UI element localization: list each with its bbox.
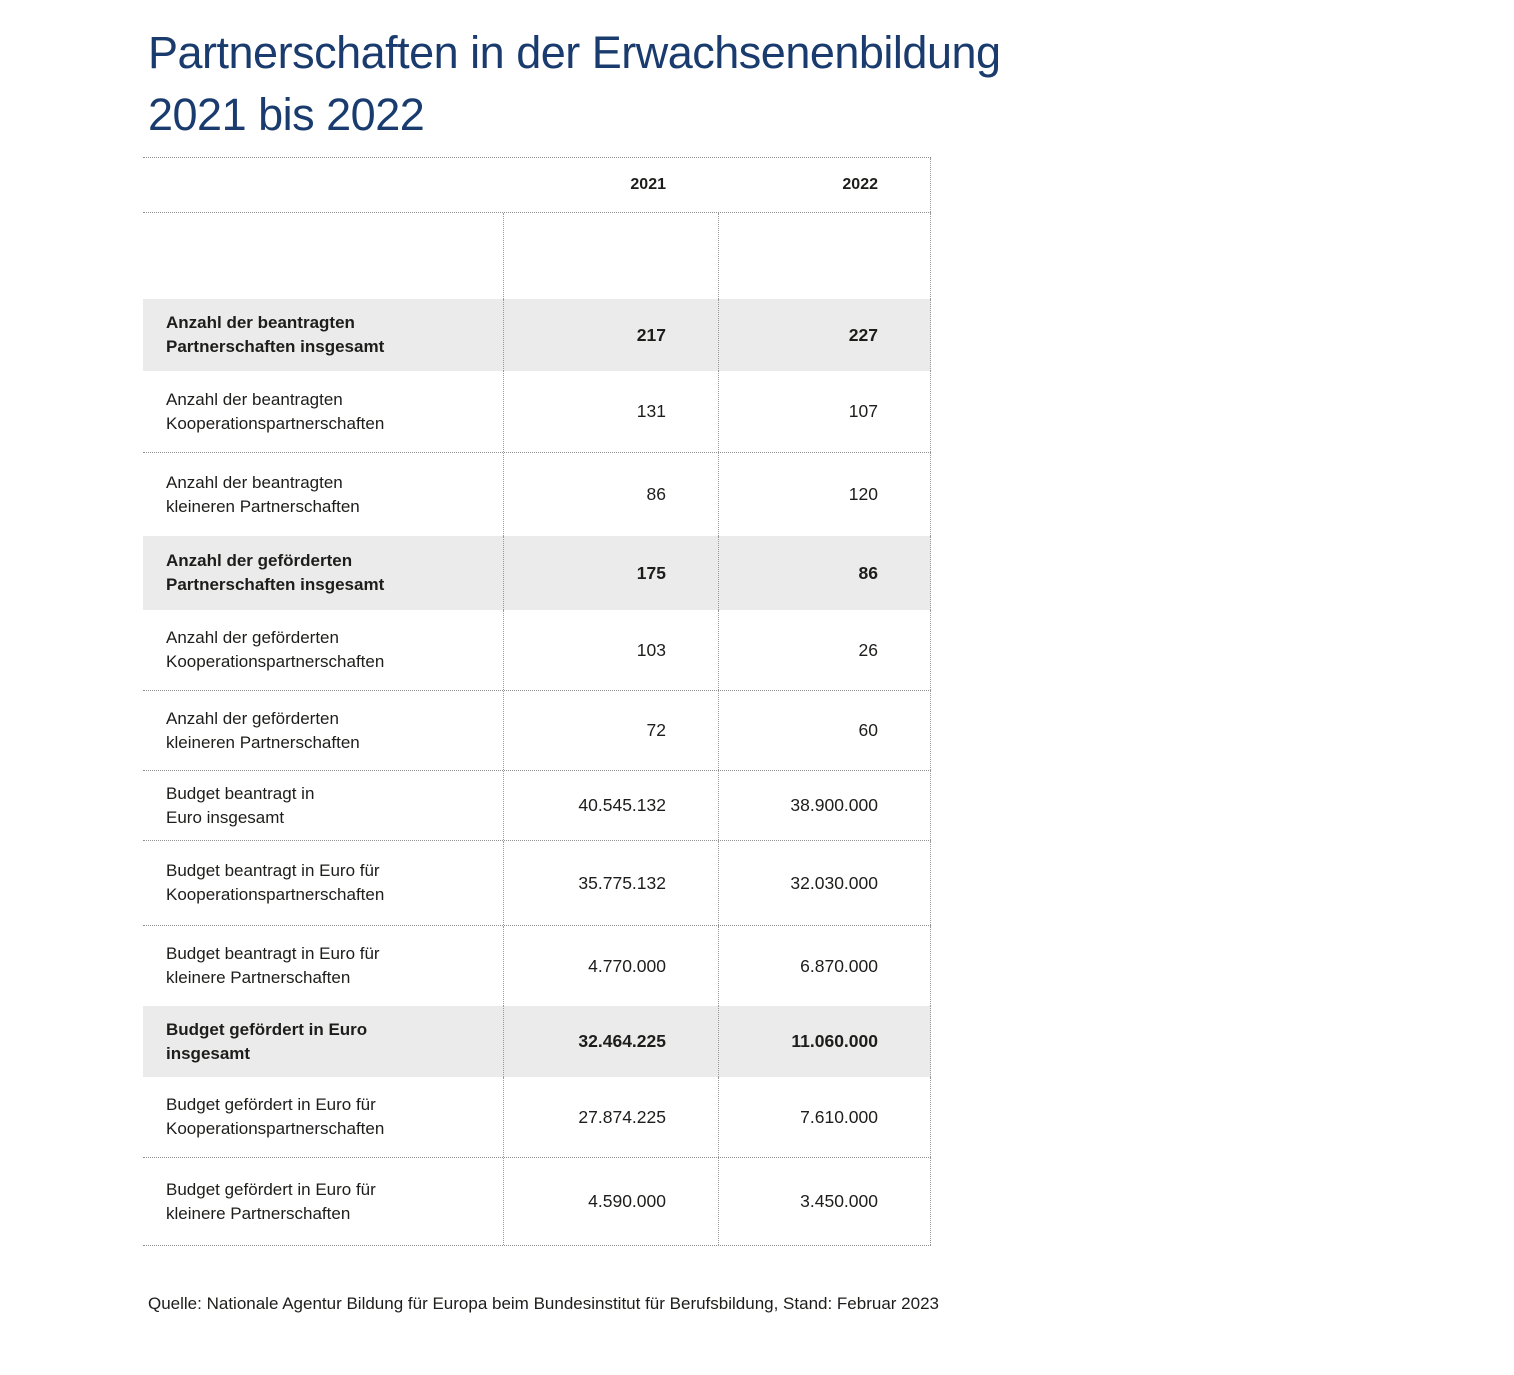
table-row: Budget beantragt in Euro für kleinere Pa… [143,926,931,1006]
value-2021: 72 [503,691,718,770]
value-2022: 26 [718,610,931,690]
row-label-line2: insgesamt [166,1043,251,1063]
table-body: Anzahl der beantragten Partnerschaften i… [143,213,931,1246]
spacer-value-cell-2021 [503,213,718,299]
table-row: Anzahl der beantragten kleineren Partner… [143,453,931,536]
value-2021: 4.770.000 [503,926,718,1006]
table-row: Anzahl der geförderten Partnerschaften i… [143,536,931,610]
row-label-line1: Anzahl der beantragten [166,389,343,409]
value-2021: 86 [503,453,718,536]
table-row: Anzahl der geförderten Kooperationspartn… [143,610,931,691]
row-label-line1: Budget beantragt in [166,783,315,803]
row-label: Budget gefördert in Euro insgesamt [143,1018,503,1066]
value-2021: 217 [503,299,718,371]
row-label-line1: Budget gefördert in Euro [166,1019,368,1039]
value-2022: 3.450.000 [718,1158,931,1245]
title-line-1: Partnerschaften in der Erwachsenenbildun… [148,27,1001,78]
row-label-line1: Anzahl der geförderten [166,708,339,728]
row-label-line1: Anzahl der beantragten [166,313,355,332]
row-label: Budget gefördert in Euro für Kooperation… [143,1093,503,1141]
value-2022: 227 [718,299,931,371]
row-label: Budget gefördert in Euro für kleinere Pa… [143,1178,503,1226]
table-row: Budget gefördert in Euro für Kooperation… [143,1077,931,1158]
value-2021: 175 [503,536,718,610]
value-2022: 120 [718,453,931,536]
value-2021: 4.590.000 [503,1158,718,1245]
row-label-line2: kleinere Partnerschaften [166,1203,351,1223]
row-label-line1: Budget beantragt in Euro für [166,861,380,880]
row-label-line2: Euro insgesamt [166,807,285,827]
row-label-line2: Kooperationspartnerschaften [166,413,385,433]
row-label: Anzahl der beantragten kleineren Partner… [143,471,503,519]
column-header-2021: 2021 [630,176,666,193]
row-label: Budget beantragt in Euro für Kooperation… [143,859,503,907]
row-label-line1: Anzahl der geförderten [166,628,339,647]
source-note: Quelle: Nationale Agentur Bildung für Eu… [148,1294,939,1313]
table-row: Budget gefördert in Euro für kleinere Pa… [143,1158,931,1246]
value-2022: 107 [718,371,931,452]
row-label-line1: Anzahl der beantragten [166,472,343,492]
value-2021: 35.775.132 [503,841,718,925]
value-2021: 27.874.225 [503,1077,718,1157]
row-label-line2: kleineren Partnerschaften [166,732,360,752]
value-2022: 60 [718,691,931,770]
row-label-line1: Budget gefördert in Euro für [166,1179,376,1199]
value-2021: 103 [503,610,718,690]
title-line-2: 2021 bis 2022 [148,89,425,140]
row-label: Budget beantragt in Euro für kleinere Pa… [143,942,503,990]
row-label-line1: Budget gefördert in Euro für [166,1095,376,1114]
data-table: 2021 2022 Anzahl der beantragten Partner… [143,157,931,1246]
row-label-line2: Partnerschaften insgesamt [166,575,385,594]
spacer-value-cell-2022 [718,213,931,299]
table-row: Budget beantragt in Euro für Kooperation… [143,841,931,926]
value-2021: 40.545.132 [503,771,718,840]
row-label: Anzahl der beantragten Partnerschaften i… [143,311,503,359]
row-label-line2: Kooperationspartnerschaften [166,1119,385,1138]
page-title: Partnerschaften in der Erwachsenenbildun… [148,22,1001,146]
row-label-line2: Partnerschaften insgesamt [166,337,385,356]
row-label: Anzahl der geförderten kleineren Partner… [143,707,503,755]
value-2022: 86 [718,536,931,610]
value-2021: 131 [503,371,718,452]
value-2022: 38.900.000 [718,771,931,840]
row-label: Anzahl der beantragten Kooperationspartn… [143,388,503,436]
value-2022: 6.870.000 [718,926,931,1006]
table-row: Anzahl der beantragten Kooperationspartn… [143,371,931,453]
row-label-line1: Anzahl der geförderten [166,551,353,570]
table-row: Budget gefördert in Euro insgesamt 32.46… [143,1006,931,1077]
row-label-line2: Kooperationspartnerschaften [166,885,385,904]
value-2022: 11.060.000 [718,1006,931,1077]
table-spacer-row [143,213,931,299]
value-2022: 7.610.000 [718,1077,931,1157]
table-row: Anzahl der geförderten kleineren Partner… [143,691,931,771]
row-label-line1: Budget beantragt in Euro für [166,944,380,963]
value-2021: 32.464.225 [503,1006,718,1077]
row-label-line2: kleineren Partnerschaften [166,496,360,516]
row-label: Anzahl der geförderten Partnerschaften i… [143,549,503,597]
row-label-line2: Kooperationspartnerschaften [166,652,385,671]
table-row: Budget beantragt in Euro insgesamt 40.54… [143,771,931,841]
row-label-line2: kleinere Partnerschaften [166,968,351,987]
value-2022: 32.030.000 [718,841,931,925]
table-row: Anzahl der beantragten Partnerschaften i… [143,299,931,371]
row-label: Budget beantragt in Euro insgesamt [143,782,503,830]
row-label: Anzahl der geförderten Kooperationspartn… [143,626,503,674]
column-header-2022: 2022 [718,158,931,212]
table-header-row: 2021 2022 [143,157,931,213]
